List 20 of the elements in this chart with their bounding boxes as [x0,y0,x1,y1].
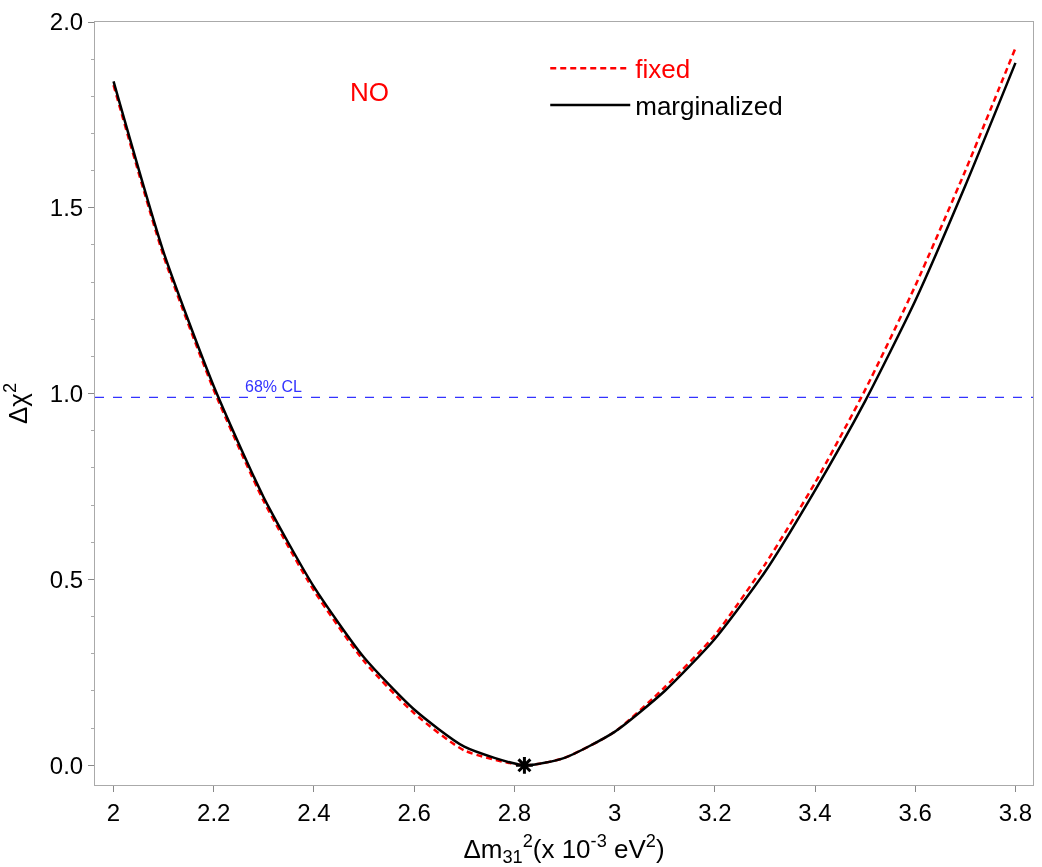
x-tick-label: 2.8 [497,798,532,826]
y-tick-label: 0.0 [49,751,84,779]
legend-label: marginalized [635,91,783,122]
x-tick-label: 3.8 [998,798,1033,826]
x-tick-label: 2.4 [297,798,331,826]
y-tick-label: 0.5 [49,565,84,593]
x-tick-label: 3.4 [798,798,832,826]
legend-label: fixed [635,54,691,85]
x-tick-label: 3.2 [698,798,732,826]
x-tick-label: 2.2 [197,798,231,826]
x-tick-label: 2 [106,798,121,826]
y-tick-label: 2.0 [49,8,84,36]
y-tick-label: 1.5 [49,194,84,222]
annotation: NO [350,77,389,107]
x-tick-label: 3.6 [898,798,932,826]
x-tick-label: 2.6 [397,798,431,826]
x-tick-label: 3 [607,798,622,826]
ref-line-label: 68% CL [245,378,303,395]
x-axis-title: Δm$_{31}$$^{2}$(x 10$^{-3}$ eV$^{2}$) [463,830,665,867]
y-tick-label: 1.0 [49,380,84,408]
